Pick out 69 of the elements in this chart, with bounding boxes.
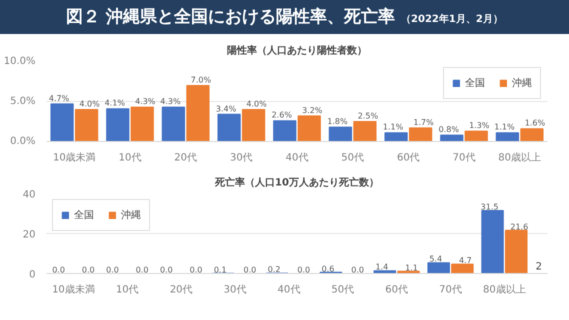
- x-tick-label: 30代: [224, 284, 246, 296]
- x-tick-label: 60代: [396, 152, 420, 164]
- x-tick-label: 80歳以上: [483, 284, 526, 296]
- x-tick-label: 50代: [331, 284, 354, 296]
- data-label: 1.1: [405, 263, 418, 272]
- data-label: 2.6%: [272, 110, 292, 120]
- y-tick-label: 5.0%: [10, 96, 36, 107]
- x-tick-label: 20代: [170, 284, 193, 296]
- x-tick-label: 70代: [452, 152, 476, 164]
- data-label: 4.7: [459, 256, 472, 266]
- data-label: 0.0: [351, 266, 364, 274]
- x-tick-label: 60代: [385, 284, 408, 296]
- y-tick-label: 0: [29, 270, 36, 280]
- y-tick-label: 0.0%: [10, 136, 36, 147]
- legend-label: 全国: [74, 209, 94, 222]
- x-tick-label: 30代: [230, 152, 253, 164]
- legend-label: 全国: [465, 77, 485, 90]
- data-label: 7.0%: [190, 76, 212, 84]
- x-tick-label: 50代: [341, 152, 364, 164]
- legend-label: 沖縄: [512, 76, 532, 90]
- data-label: 3.2%: [302, 106, 323, 115]
- x-tick-label: 80歳以上: [498, 152, 542, 164]
- chart-subtitle: 陽性率（人口あたり陽性者数）: [227, 44, 367, 56]
- data-label: 4.3%: [135, 97, 156, 106]
- data-label: 0.0: [82, 266, 95, 274]
- y-tick-label: 40: [22, 190, 36, 200]
- data-label: 4.0%: [79, 100, 100, 108]
- data-label: 31.5: [480, 202, 498, 212]
- data-label: 2.5%: [358, 112, 378, 120]
- data-label: 0.0: [52, 266, 65, 274]
- x-tick-label: 10代: [116, 284, 139, 296]
- x-tick-label: 10代: [118, 152, 142, 164]
- text: （2022年1月、2月）: [401, 14, 503, 25]
- x-tick-label: 40代: [286, 152, 308, 164]
- data-label: 3.4%: [216, 104, 237, 114]
- data-label: 0.0: [244, 266, 256, 274]
- data-label: 0.8%: [438, 125, 460, 134]
- data-label: 4.1%: [104, 98, 126, 108]
- x-tick-label: 10歳未満: [52, 284, 95, 296]
- data-label: 1.1%: [494, 122, 515, 132]
- data-label: 1.7%: [413, 118, 434, 127]
- x-tick-label: 10歳未満: [52, 152, 96, 164]
- data-label: 0.1: [214, 265, 227, 274]
- data-label: 1.3%: [469, 121, 490, 130]
- data-label: 0.0: [106, 266, 119, 274]
- y-tick-label: 20: [22, 230, 36, 240]
- annotation: 2: [536, 262, 542, 272]
- data-label: 5.4: [429, 254, 442, 264]
- data-label: 21.6: [510, 222, 528, 232]
- data-label: 0.6: [322, 264, 334, 274]
- data-label: 1.4: [375, 262, 388, 272]
- data-label: 0.0: [160, 266, 173, 274]
- data-label: 0.2: [268, 265, 280, 274]
- data-label: 4.3%: [160, 97, 181, 106]
- data-label: 1.8%: [327, 117, 348, 126]
- data-label: 0.0: [297, 266, 310, 274]
- x-tick-label: 40代: [278, 284, 300, 296]
- y-tick-label: 10.0%: [4, 56, 36, 67]
- x-tick-label: 20代: [174, 152, 198, 164]
- data-label: 1.1%: [382, 122, 404, 132]
- data-label: 0.0: [190, 266, 202, 274]
- data-label: 1.6%: [524, 118, 546, 128]
- data-label: 0.0: [136, 266, 149, 274]
- legend-label: 沖縄: [121, 208, 141, 222]
- x-tick-label: 70代: [439, 284, 462, 296]
- data-label: 4.7%: [48, 94, 70, 103]
- chart-title: 死亡率（人口10万人あたり死亡数）: [214, 176, 379, 188]
- data-label: 4.0%: [246, 100, 268, 108]
- chart-title: 図２ 沖縄県と全国における陽性率、死亡率: [66, 7, 396, 27]
